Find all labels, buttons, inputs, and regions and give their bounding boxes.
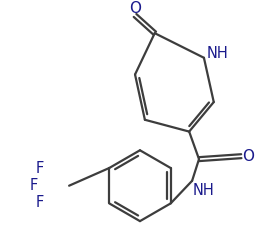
- Text: NH: NH: [193, 183, 215, 198]
- Text: F: F: [35, 195, 44, 210]
- Text: O: O: [129, 1, 141, 16]
- Text: F: F: [29, 178, 38, 193]
- Text: F: F: [35, 161, 44, 177]
- Text: O: O: [242, 149, 254, 164]
- Text: NH: NH: [207, 46, 229, 61]
